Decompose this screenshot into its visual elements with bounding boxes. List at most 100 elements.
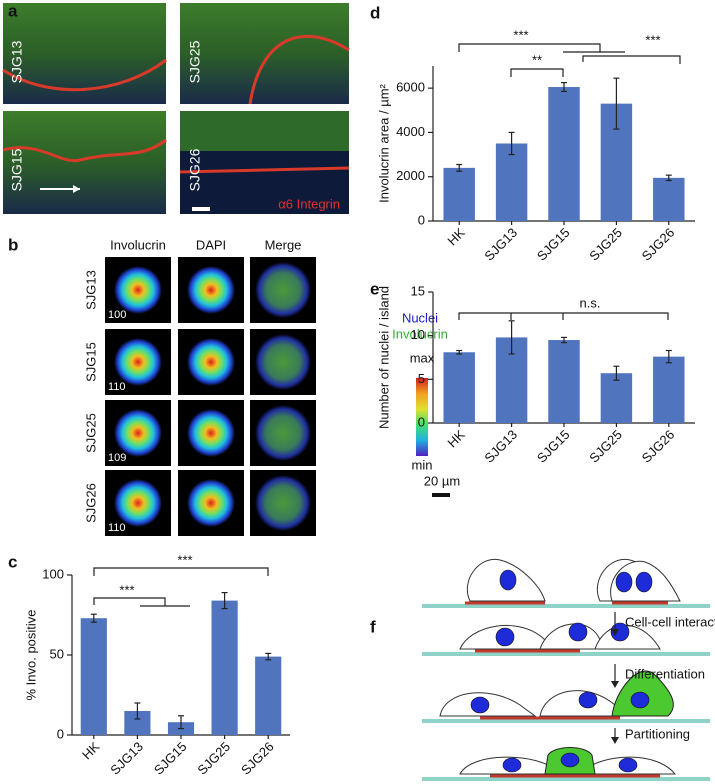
error-bar	[508, 131, 515, 156]
nucleus	[618, 757, 638, 773]
scale-bar-label: 20 µm	[424, 473, 460, 488]
x-tick-label: HK	[444, 225, 468, 249]
significance-label: ***	[513, 27, 528, 42]
bar	[80, 618, 107, 735]
micrograph-layer	[180, 111, 349, 151]
column-header: Involucrin	[110, 237, 166, 252]
x-tick-label: SJG26	[639, 225, 678, 264]
significance-bracket	[510, 68, 564, 77]
significance-label: ***	[119, 582, 134, 597]
y-tick-label: 50	[50, 646, 64, 661]
nucleus	[635, 571, 653, 593]
stain-label: α6 Integrin	[278, 196, 340, 211]
cell-count: 110	[108, 522, 126, 534]
tile-label: SJG25	[187, 40, 203, 83]
x-tick-label: SJG13	[481, 427, 520, 466]
scale-bar	[192, 207, 210, 211]
nucleus	[568, 622, 588, 642]
arrow-head	[611, 629, 619, 636]
cell-count: 110	[108, 381, 126, 393]
error-bar	[561, 82, 567, 93]
cell-signal	[114, 338, 162, 386]
tile-label: SJG15	[9, 148, 25, 191]
error-bar	[665, 174, 672, 182]
bar	[548, 340, 580, 423]
error-bar	[561, 336, 567, 344]
nucleus	[499, 569, 517, 591]
panel-letter: c	[8, 552, 17, 571]
panel-b: Nuclei Involucrin max min 20 µm	[392, 310, 460, 497]
legend-nuclei: Nuclei	[402, 310, 438, 325]
color-scale	[416, 378, 428, 456]
micrograph	[3, 3, 166, 104]
bar	[443, 167, 475, 221]
y-tick-label: 6000	[396, 80, 425, 95]
x-tick-label: SJG25	[586, 225, 625, 264]
micrograph	[3, 111, 166, 214]
y-tick-label: 5	[418, 371, 425, 386]
x-tick-label: SJG25	[194, 739, 233, 778]
scale-bar	[432, 493, 450, 497]
error-bar	[134, 702, 141, 720]
error-bar	[508, 320, 515, 355]
nucleus	[630, 691, 650, 709]
scale-max: max	[410, 350, 435, 365]
cell-signal	[187, 409, 235, 457]
error-bar	[221, 591, 228, 610]
cell-signal	[255, 475, 311, 531]
cell-signal	[114, 479, 162, 527]
cell-signal	[114, 409, 162, 457]
panel-letter: f	[370, 617, 376, 636]
cell	[539, 690, 616, 717]
cell-signal	[255, 262, 311, 318]
y-axis-label: Number of nuclei / island	[376, 286, 391, 429]
panel-f	[422, 558, 710, 781]
x-tick-label: SJG13	[481, 225, 520, 264]
step-label: Differentiation	[625, 666, 705, 681]
significance-label: n.s.	[580, 295, 601, 310]
significance-bracket	[93, 567, 269, 576]
significance-bracket	[93, 597, 190, 607]
x-tick-label: SJG26	[238, 739, 277, 778]
y-tick-label: 15	[411, 283, 425, 298]
y-tick-label: 100	[42, 566, 64, 581]
significance-bracket	[582, 55, 681, 64]
significance-bracket	[458, 43, 625, 53]
tile-label: SJG13	[9, 40, 25, 83]
panel-letter: a	[8, 1, 18, 20]
error-bar	[665, 349, 672, 364]
nucleus	[560, 752, 580, 768]
micrograph	[180, 3, 349, 104]
basement-line	[2, 58, 167, 92]
bar	[443, 352, 475, 423]
cell-signal	[187, 266, 235, 314]
row-label: SJG13	[83, 270, 98, 310]
legend-involucrin: Involucrin	[392, 326, 448, 341]
nucleus	[615, 571, 633, 593]
row-label: SJG26	[83, 483, 98, 523]
cell-count: 100	[108, 309, 126, 321]
panel-a: α6 Integrin	[2, 3, 350, 214]
basement-line	[248, 34, 350, 105]
tile-label: SJG26	[187, 148, 203, 191]
error-bar	[265, 652, 272, 661]
y-tick-label: 10	[411, 327, 425, 342]
significance-label: ***	[645, 32, 660, 47]
basement-line	[179, 166, 350, 174]
bar	[653, 177, 685, 221]
basement-line	[2, 138, 167, 163]
y-tick-label: 4000	[396, 124, 425, 139]
row-label: SJG25	[83, 413, 98, 453]
error-bar	[613, 77, 620, 130]
cell-signal	[114, 266, 162, 314]
step-label: Partitioning	[625, 726, 690, 741]
bar	[600, 373, 633, 423]
significance-label: ***	[177, 552, 192, 567]
error-bar	[90, 613, 97, 623]
bar	[653, 356, 685, 423]
nucleus	[495, 627, 515, 647]
bar	[255, 656, 282, 735]
scale-min: min	[412, 457, 433, 472]
column-header: DAPI	[196, 237, 226, 252]
panel-letter: d	[370, 3, 380, 22]
